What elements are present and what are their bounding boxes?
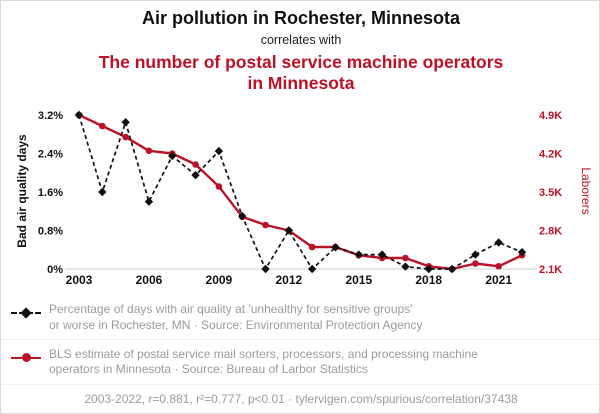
laborers-marker xyxy=(145,147,153,155)
correlates-with-subtitle: correlates with xyxy=(260,33,342,47)
y-left-tick-label: 2.4% xyxy=(38,149,63,161)
stats-footer: 2003-2022, r=0.881, r²=0.777, p<0.01 · t… xyxy=(1,384,599,406)
laborers-marker xyxy=(472,260,479,267)
y-right-tick-label: 2.1K xyxy=(539,264,562,276)
x-tick-label: 2003 xyxy=(66,273,93,287)
laborers-marker xyxy=(495,262,502,270)
y-right-tick-label: 3.5K xyxy=(539,187,562,199)
air-quality-marker xyxy=(354,250,363,259)
legend-text-laborers: BLS estimate of postal service mail sort… xyxy=(49,347,478,379)
air-quality-marker xyxy=(447,264,457,274)
legend-line: BLS estimate of postal service mail sort… xyxy=(49,346,478,361)
x-tick-label: 2018 xyxy=(415,273,442,287)
air-quality-marker xyxy=(424,264,433,274)
x-tick-label: 2009 xyxy=(206,273,233,287)
red-line-circle-marker-icon xyxy=(11,351,41,366)
laborers-marker xyxy=(99,122,106,130)
legend-line: or worse in Rochester, MN · Source: Envi… xyxy=(49,317,423,332)
air-quality-marker xyxy=(191,170,200,180)
laborers-marker xyxy=(262,221,269,229)
air-quality-marker xyxy=(494,238,503,247)
air-quality-line xyxy=(78,114,523,270)
air-quality-marker xyxy=(517,247,527,257)
page-title: Air pollution in Rochester, Minnesota xyxy=(141,8,461,28)
laborers-marker xyxy=(192,161,199,168)
laborers-marker xyxy=(215,183,223,190)
chart-header: Air pollution in Rochester, Minnesota co… xyxy=(1,8,599,95)
legend-line: Percentage of days with air quality at '… xyxy=(49,302,413,316)
black-dashed-diamond-marker-icon xyxy=(11,306,41,321)
air-quality-marker xyxy=(144,197,154,206)
y-left-tick-label: 1.6% xyxy=(38,187,63,199)
x-tick-label: 2006 xyxy=(136,273,163,287)
y-left-tick-label: 0.8% xyxy=(38,226,63,238)
y-left-tick-label: 3.2% xyxy=(38,110,63,122)
air-quality-marker xyxy=(401,262,410,271)
legend-item-air-quality: Percentage of days with air quality at '… xyxy=(1,295,599,339)
line-chart: 0% 0.8% 1.6% 2.4% 3.2% 2.1K 2.8K 3.5K 4.2K 4.9K 20… xyxy=(38,110,562,287)
legend-text-air-quality: Percentage of days with air quality at '… xyxy=(49,302,423,334)
air-quality-marker xyxy=(98,187,107,197)
laborers-marker xyxy=(308,243,316,251)
air-quality-marker xyxy=(238,211,247,221)
x-tick-label: 2015 xyxy=(345,273,372,287)
air-quality-marker xyxy=(307,264,317,274)
legend-line: operators in Minnesota · Source: Bureau … xyxy=(49,362,368,377)
air-quality-marker xyxy=(74,110,84,120)
y-right-tick-label: 4.2K xyxy=(539,149,562,161)
secondary-title: The number of postal service machine ope… xyxy=(98,52,504,94)
air-quality-marker xyxy=(261,264,270,274)
air-quality-marker xyxy=(471,250,480,259)
laborers-marker xyxy=(122,133,129,141)
laborers-marker xyxy=(402,254,409,262)
air-quality-marker xyxy=(214,146,224,156)
x-tick-label: 2012 xyxy=(275,273,302,287)
legend-item-laborers: BLS estimate of postal service mail sort… xyxy=(1,338,599,384)
chart-legend: Percentage of days with air quality at '… xyxy=(1,295,599,384)
air-quality-marker xyxy=(121,118,130,127)
x-tick-label: 2021 xyxy=(485,273,512,287)
y-right-tick-label: 4.9K xyxy=(539,110,562,122)
air-quality-marker xyxy=(331,243,340,252)
y-right-tick-label: 2.8K xyxy=(539,226,562,238)
air-quality-marker xyxy=(377,250,387,259)
y-left-tick-label: 0% xyxy=(47,264,63,276)
